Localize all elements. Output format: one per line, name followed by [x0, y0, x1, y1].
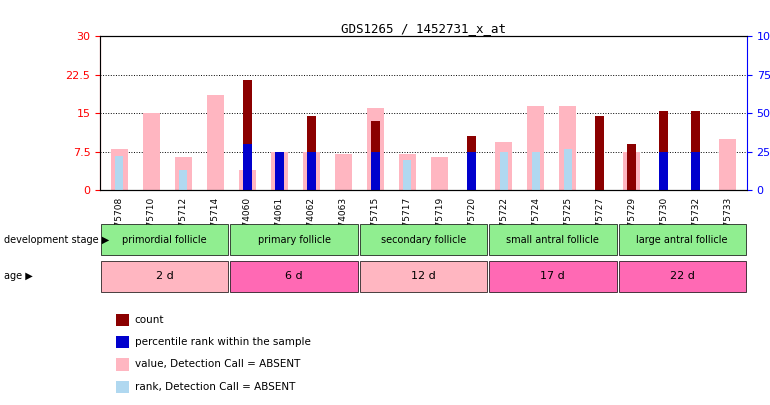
- Bar: [243, 144, 252, 190]
- Bar: [691, 152, 700, 190]
- Bar: [659, 111, 668, 190]
- Bar: [239, 170, 256, 190]
- Bar: [500, 152, 507, 190]
- Bar: [360, 224, 487, 256]
- Text: primary follicle: primary follicle: [258, 235, 330, 245]
- Text: small antral follicle: small antral follicle: [507, 235, 599, 245]
- Bar: [179, 171, 187, 190]
- Bar: [403, 160, 411, 190]
- Text: large antral follicle: large antral follicle: [637, 235, 728, 245]
- Bar: [467, 136, 476, 190]
- Bar: [111, 149, 128, 190]
- Bar: [564, 149, 571, 190]
- Bar: [719, 139, 736, 190]
- Bar: [276, 167, 283, 190]
- Text: 22 d: 22 d: [670, 271, 695, 281]
- Text: count: count: [135, 315, 164, 325]
- Bar: [371, 121, 380, 190]
- Bar: [360, 261, 487, 292]
- Bar: [467, 152, 476, 190]
- Bar: [367, 108, 384, 190]
- Bar: [559, 106, 577, 190]
- Text: percentile rank within the sample: percentile rank within the sample: [135, 337, 310, 347]
- Text: 2 d: 2 d: [156, 271, 174, 281]
- Text: 12 d: 12 d: [411, 271, 436, 281]
- Bar: [399, 154, 417, 190]
- Bar: [371, 147, 380, 190]
- Bar: [307, 116, 316, 190]
- Bar: [531, 152, 540, 190]
- Bar: [618, 224, 746, 256]
- Bar: [489, 224, 617, 256]
- Bar: [691, 111, 700, 190]
- Bar: [495, 142, 512, 190]
- Bar: [659, 152, 668, 190]
- Bar: [206, 96, 224, 190]
- Bar: [371, 152, 380, 190]
- Bar: [175, 157, 192, 190]
- Bar: [230, 261, 358, 292]
- Bar: [270, 152, 288, 190]
- Text: primordial follicle: primordial follicle: [122, 235, 207, 245]
- Text: age ▶: age ▶: [4, 271, 32, 281]
- Bar: [303, 152, 320, 190]
- Bar: [489, 261, 617, 292]
- Bar: [627, 144, 636, 190]
- Bar: [623, 152, 641, 190]
- Text: 6 d: 6 d: [286, 271, 303, 281]
- Bar: [101, 261, 229, 292]
- Bar: [618, 261, 746, 292]
- Bar: [595, 116, 604, 190]
- Bar: [116, 156, 123, 190]
- Text: rank, Detection Call = ABSENT: rank, Detection Call = ABSENT: [135, 382, 295, 392]
- Bar: [527, 106, 544, 190]
- Bar: [243, 80, 252, 190]
- Text: development stage ▶: development stage ▶: [4, 235, 109, 245]
- Bar: [335, 154, 352, 190]
- Bar: [101, 224, 229, 256]
- Bar: [275, 152, 284, 190]
- Text: 17 d: 17 d: [541, 271, 565, 281]
- Bar: [142, 113, 160, 190]
- Title: GDS1265 / 1452731_x_at: GDS1265 / 1452731_x_at: [341, 22, 506, 35]
- Text: value, Detection Call = ABSENT: value, Detection Call = ABSENT: [135, 360, 300, 369]
- Bar: [307, 152, 316, 190]
- Bar: [430, 157, 448, 190]
- Bar: [230, 224, 358, 256]
- Text: secondary follicle: secondary follicle: [381, 235, 466, 245]
